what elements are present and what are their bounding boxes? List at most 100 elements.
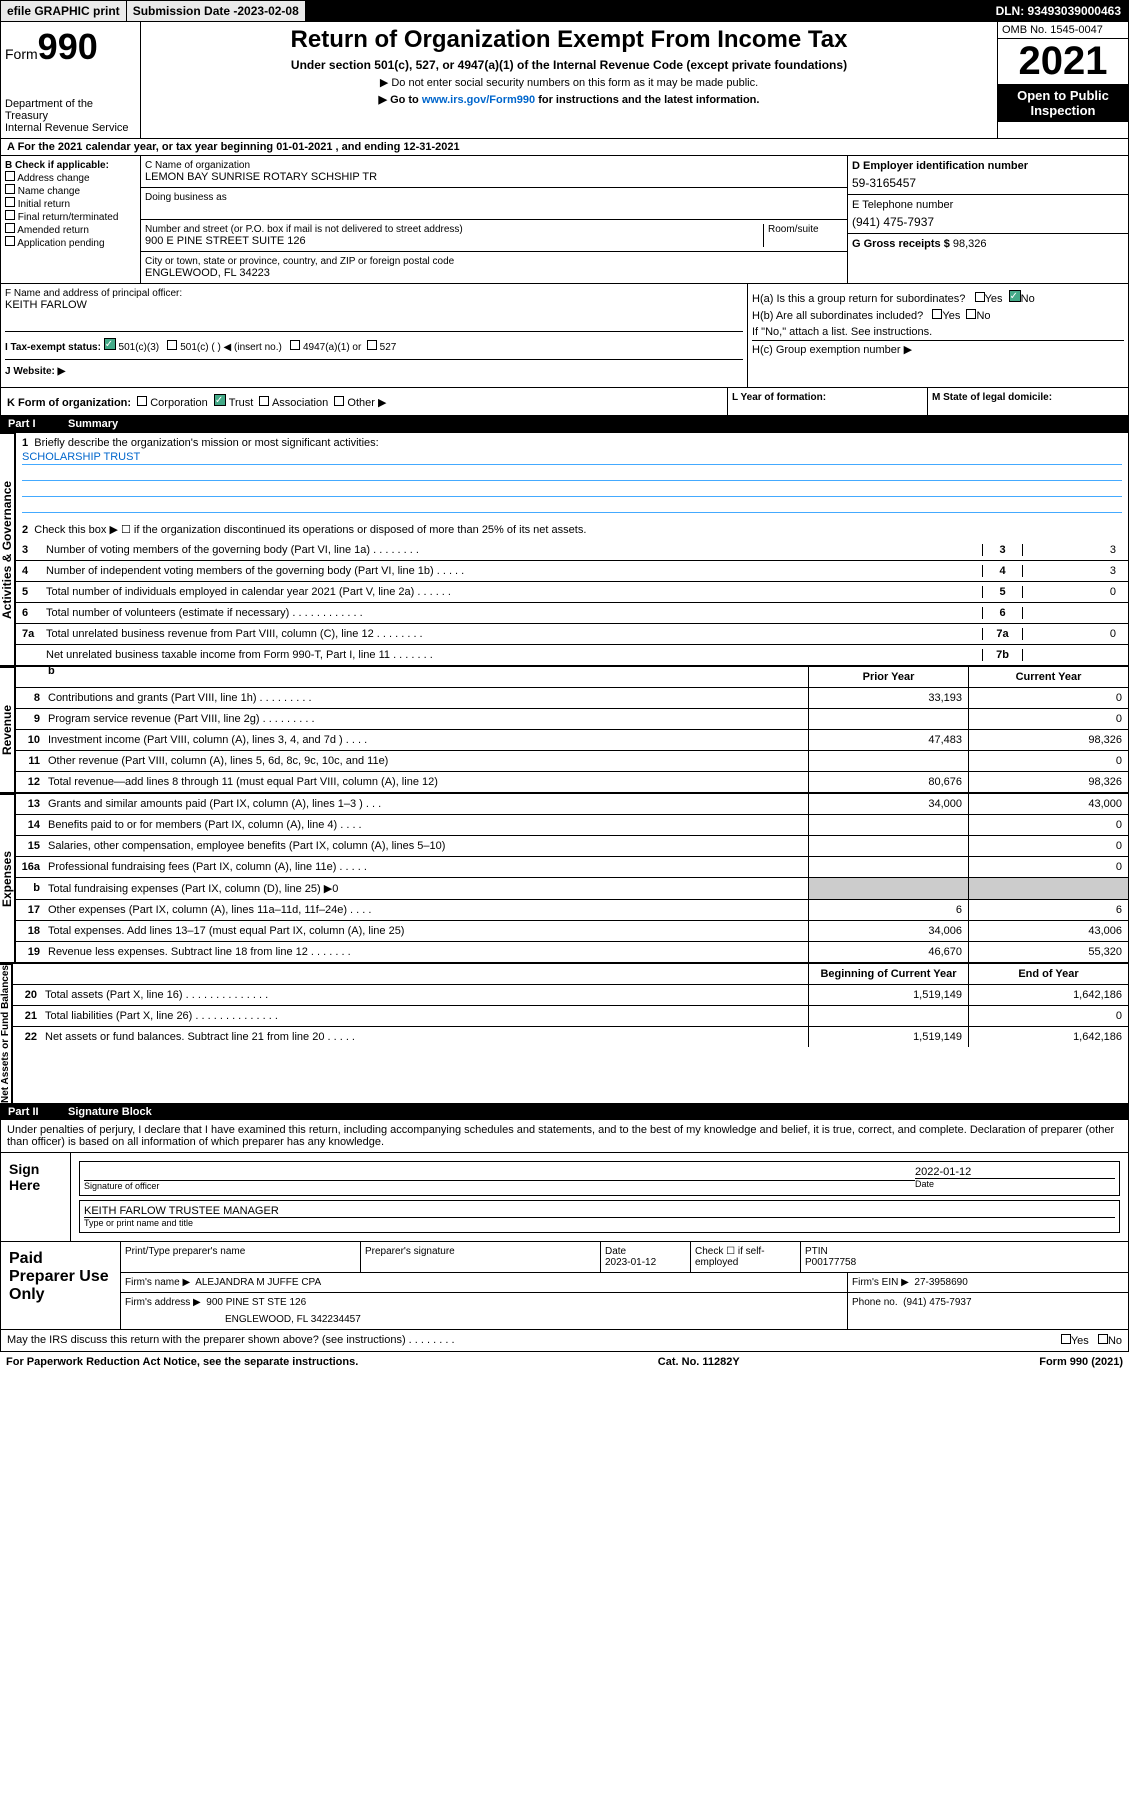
irs-discuss-text: May the IRS discuss this return with the…: [7, 1334, 455, 1347]
chk-name[interactable]: Name change: [5, 184, 136, 197]
table-row: bTotal fundraising expenses (Part IX, co…: [16, 878, 1128, 900]
paid-label: Paid Preparer Use Only: [1, 1242, 121, 1329]
gov-row: 3Number of voting members of the governi…: [16, 540, 1128, 561]
chk-amended[interactable]: Amended return: [5, 223, 136, 236]
tax-status-label: I Tax-exempt status:: [5, 342, 101, 353]
hc-text: H(c) Group exemption number ▶: [752, 340, 1124, 358]
rows-f-h: F Name and address of principal officer:…: [0, 284, 1129, 388]
sig-officer-box: Signature of officer 2022-01-12 Date: [79, 1161, 1120, 1196]
chk-501c[interactable]: [167, 340, 177, 350]
room-label: Room/suite: [763, 224, 843, 247]
chk-final[interactable]: Final return/terminated: [5, 210, 136, 223]
hdr-end: End of Year: [968, 964, 1128, 984]
dba-sec: Doing business as: [141, 188, 847, 220]
hb-note: If "No," attach a list. See instructions…: [752, 324, 1124, 340]
open-inspection: Open to Public Inspection: [998, 84, 1128, 122]
header-left: Form990 Department of the Treasury Inter…: [1, 22, 141, 138]
declaration-text: Under penalties of perjury, I declare th…: [0, 1120, 1129, 1153]
chk-address[interactable]: Address change: [5, 171, 136, 184]
dba-label: Doing business as: [145, 192, 843, 203]
ha-no[interactable]: [1009, 290, 1021, 302]
firm-phone: (941) 475-7937: [903, 1297, 971, 1308]
sig-date: 2022-01-12: [915, 1166, 1115, 1178]
irs-yes[interactable]: [1061, 1334, 1071, 1344]
prep-date: 2023-01-12: [605, 1257, 686, 1268]
chk-trust[interactable]: [214, 394, 226, 406]
table-row: 18Total expenses. Add lines 13–17 (must …: [16, 921, 1128, 942]
side-governance: Activities & Governance: [0, 433, 15, 666]
phone-label: E Telephone number: [852, 199, 1124, 211]
irs-link[interactable]: www.irs.gov/Form990: [422, 94, 535, 106]
j-sec: J Website: ▶: [5, 360, 743, 383]
submission-date: Submission Date - 2023-02-08: [127, 1, 306, 21]
org-name-sec: C Name of organization LEMON BAY SUNRISE…: [141, 156, 847, 188]
table-row: 15Salaries, other compensation, employee…: [16, 836, 1128, 857]
efile-button[interactable]: efile GRAPHIC print: [1, 1, 127, 21]
col-h: H(a) Is this a group return for subordin…: [748, 284, 1128, 387]
ptin-lbl: PTIN: [805, 1246, 1124, 1257]
b-label: B Check if applicable:: [5, 160, 136, 171]
form-subtitle: Under section 501(c), 527, or 4947(a)(1)…: [145, 58, 993, 72]
form-num: 990: [38, 26, 98, 67]
col-c: C Name of organization LEMON BAY SUNRISE…: [141, 156, 848, 283]
chk-501c3[interactable]: [104, 338, 116, 350]
chk-initial[interactable]: Initial return: [5, 197, 136, 210]
part2-header: Part II Signature Block: [0, 1104, 1129, 1120]
sig-date-label: Date: [915, 1178, 1115, 1189]
revenue-section: Revenue b Prior Year Current Year 8Contr…: [0, 666, 1129, 793]
governance-body: 1 Briefly describe the organization's mi…: [15, 433, 1129, 666]
i-sec: I Tax-exempt status: 501(c)(3) 501(c) ( …: [5, 332, 743, 360]
prep-date-lbl: Date: [605, 1246, 686, 1257]
gov-row: 6Total number of volunteers (estimate if…: [16, 603, 1128, 624]
hb-no-lbl: No: [976, 310, 990, 322]
ha-yes[interactable]: [975, 292, 985, 302]
chk-assoc[interactable]: [259, 396, 269, 406]
expenses-section: Expenses 13Grants and similar amounts pa…: [0, 793, 1129, 963]
irs-no-lbl: No: [1108, 1335, 1122, 1347]
form-number: Form990: [5, 26, 136, 68]
chk-4947[interactable]: [290, 340, 300, 350]
street-label: Number and street (or P.O. box if mail i…: [145, 224, 763, 235]
chk-527[interactable]: [367, 340, 377, 350]
dept-treasury: Department of the Treasury: [5, 98, 136, 122]
department: Department of the Treasury Internal Reve…: [5, 98, 136, 134]
f-sec: F Name and address of principal officer:…: [5, 288, 743, 332]
ha-line: H(a) Is this a group return for subordin…: [752, 288, 1124, 307]
netassets-body: Beginning of Current Year End of Year 20…: [12, 964, 1129, 1104]
col-b: B Check if applicable: Address change Na…: [1, 156, 141, 283]
prep-chk-lbl: Check ☐ if self-employed: [691, 1242, 801, 1272]
lbl-527: 527: [380, 342, 397, 353]
hb-no[interactable]: [966, 309, 976, 319]
chk-other[interactable]: [334, 396, 344, 406]
gov-row: 4Number of independent voting members of…: [16, 561, 1128, 582]
table-row: 12Total revenue—add lines 8 through 11 (…: [16, 772, 1128, 792]
firm-ein-lbl: Firm's EIN ▶: [852, 1277, 909, 1288]
k-label: K Form of organization:: [7, 397, 131, 409]
footer-mid: Cat. No. 11282Y: [658, 1356, 740, 1368]
paid-body: Print/Type preparer's name Preparer's si…: [121, 1242, 1128, 1329]
q2-text: Check this box ▶ ☐ if the organization d…: [34, 524, 586, 536]
lbl-assoc: Association: [272, 397, 328, 409]
hb-yes[interactable]: [932, 309, 942, 319]
hb-line: H(b) Are all subordinates included? Yes …: [752, 307, 1124, 324]
chk-pending[interactable]: Application pending: [5, 236, 136, 249]
col-de: D Employer identification number 59-3165…: [848, 156, 1128, 283]
sig-name-box: KEITH FARLOW TRUSTEE MANAGER Type or pri…: [79, 1200, 1120, 1233]
omb-number: OMB No. 1545-0047: [998, 22, 1128, 39]
ssn-note: ▶ Do not enter social security numbers o…: [145, 76, 993, 89]
chk-corp[interactable]: [137, 396, 147, 406]
form-title: Return of Organization Exempt From Incom…: [145, 26, 993, 54]
dln: DLN: 93493039000463: [306, 1, 1128, 21]
hdr-begin: Beginning of Current Year: [808, 964, 968, 984]
expenses-body: 13Grants and similar amounts paid (Part …: [15, 794, 1129, 963]
chk-pending-label: Application pending: [17, 238, 104, 249]
city-label: City or town, state or province, country…: [145, 256, 843, 267]
ein-sec: D Employer identification number 59-3165…: [848, 156, 1128, 195]
top-bar: efile GRAPHIC print Submission Date - 20…: [0, 0, 1129, 22]
irs-discuss-row: May the IRS discuss this return with the…: [0, 1330, 1129, 1352]
irs-no[interactable]: [1098, 1334, 1108, 1344]
netassets-header: Beginning of Current Year End of Year: [13, 964, 1128, 985]
part1-num: Part I: [8, 418, 68, 430]
table-row: 21Total liabilities (Part X, line 26) . …: [13, 1006, 1128, 1027]
prep-name-lbl: Print/Type preparer's name: [121, 1242, 361, 1272]
